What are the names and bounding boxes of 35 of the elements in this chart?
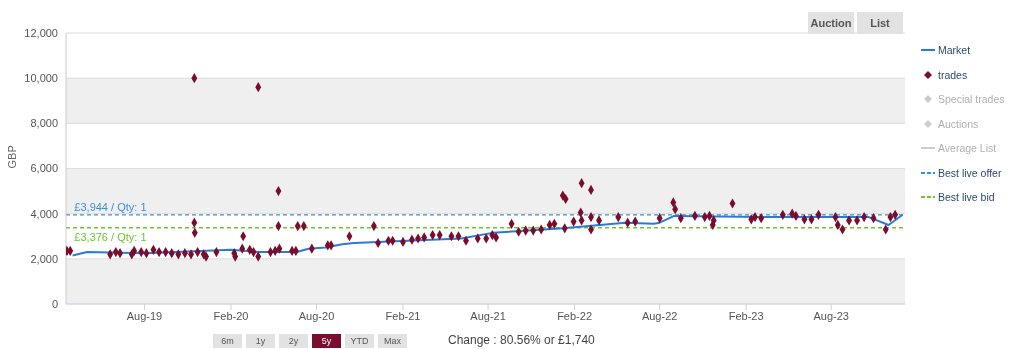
y-tick-label: 12,000 [24, 26, 58, 39]
y-tick-label: 8,000 [30, 117, 58, 130]
legend-label: Best live bid [938, 191, 995, 204]
x-tick-label: Feb-20 [213, 309, 249, 322]
text: Max [378, 334, 407, 348]
x-tick-label: Aug-20 [298, 309, 335, 322]
text: Auction [808, 12, 854, 34]
text: 2y [279, 334, 308, 348]
y-tick-label: 10,000 [24, 72, 58, 85]
x-tick-label: Feb-23 [728, 309, 764, 322]
x-tick-label: Feb-22 [557, 309, 592, 322]
y-tick-label: 0 [51, 297, 58, 310]
x-tick-label: Feb-21 [385, 309, 421, 322]
annotation: £3,944 / Qty: 1 [74, 200, 147, 213]
y-tick-label: 2,000 [30, 252, 58, 265]
legend-label: Best live offer [938, 166, 1002, 179]
legend-label: Market [938, 44, 971, 57]
x-tick-label: Aug-19 [126, 309, 163, 322]
text: 5y [312, 334, 341, 348]
y-tick-label: 6,000 [30, 162, 58, 175]
legend-label: Auctions [938, 117, 979, 130]
x-tick-label: Aug-21 [470, 309, 506, 322]
text: 6m [213, 334, 242, 348]
x-tick-label: Aug-23 [813, 309, 849, 322]
legend-label: trades [938, 68, 968, 81]
y-axis-title: GBP [5, 145, 18, 169]
text: List [857, 12, 903, 34]
legend-label: Average List [938, 142, 997, 155]
text: Change : 80.56% or £1,740 [448, 333, 595, 347]
annotation: £3,376 / Qty: 1 [74, 230, 147, 243]
x-tick-label: Aug-22 [641, 309, 678, 322]
y-tick-label: 4,000 [30, 207, 58, 220]
legend-label: Special trades [938, 93, 1005, 106]
text: 1y [246, 334, 275, 348]
text: YTD [345, 334, 374, 348]
